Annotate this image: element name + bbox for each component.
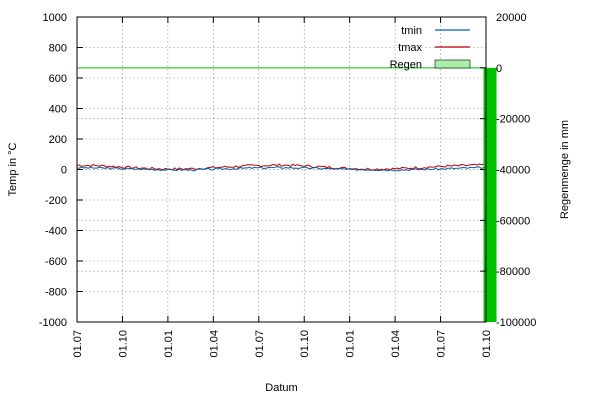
x-tick-label: 01.10 [299, 330, 311, 358]
y-tick-label: -800 [45, 287, 67, 299]
x-tick-label: 01.04 [208, 330, 220, 358]
y-axis-label: Temp in °C [7, 142, 19, 196]
x-axis-label: Datum [265, 382, 297, 394]
y-tick-label: 400 [49, 104, 67, 116]
y-tick-label: 600 [49, 73, 67, 85]
x-tick-label: 01.10 [117, 330, 129, 358]
legend-regen-swatch [434, 59, 471, 69]
tmax-line [76, 163, 487, 171]
y-tick-label: -200 [45, 195, 67, 207]
series-layer [76, 67, 497, 322]
y2-tick-label: 20000 [496, 12, 527, 24]
y2-tick-label: 0 [496, 63, 502, 75]
x-tick-label: 01.07 [254, 330, 266, 358]
y2-tick-label: -40000 [496, 165, 530, 177]
legend-tmin-label: tmin [401, 25, 422, 37]
x-tick-label: 01.07 [436, 330, 448, 358]
x-tick-label: 01.07 [72, 330, 84, 358]
y-tick-label: 1000 [43, 12, 67, 24]
y-tick-label: 0 [61, 165, 67, 177]
y-tick-label: -1000 [39, 317, 67, 329]
y2-tick-label: -60000 [496, 215, 530, 227]
y-tick-label: -600 [45, 256, 67, 268]
x-tick-label: 01.04 [390, 330, 402, 358]
ticks [76, 16, 487, 323]
legend-regen-label: Regen [390, 59, 422, 71]
y-tick-label: 200 [49, 134, 67, 146]
x-tick-label: 01.01 [163, 330, 175, 358]
tmin-line [76, 166, 487, 172]
y-tick-label: 800 [49, 43, 67, 55]
y2-tick-label: -80000 [496, 266, 530, 278]
legend: tmin tmax Regen [390, 25, 471, 71]
regen-bar [483, 67, 497, 322]
legend-tmax-label: tmax [398, 42, 422, 54]
tick-labels: 1000 800 600 400 200 0 -200 -400 -600 -800 -1000 20… [39, 12, 537, 358]
y-tick-label: -400 [45, 226, 67, 238]
y2-tick-label: -100000 [496, 317, 536, 329]
x-tick-label: 01.01 [345, 330, 357, 358]
y2-tick-label: -20000 [496, 114, 530, 126]
y2-axis-label: Regenmenge in mm [559, 120, 571, 219]
x-tick-label: 01.10 [481, 330, 493, 358]
